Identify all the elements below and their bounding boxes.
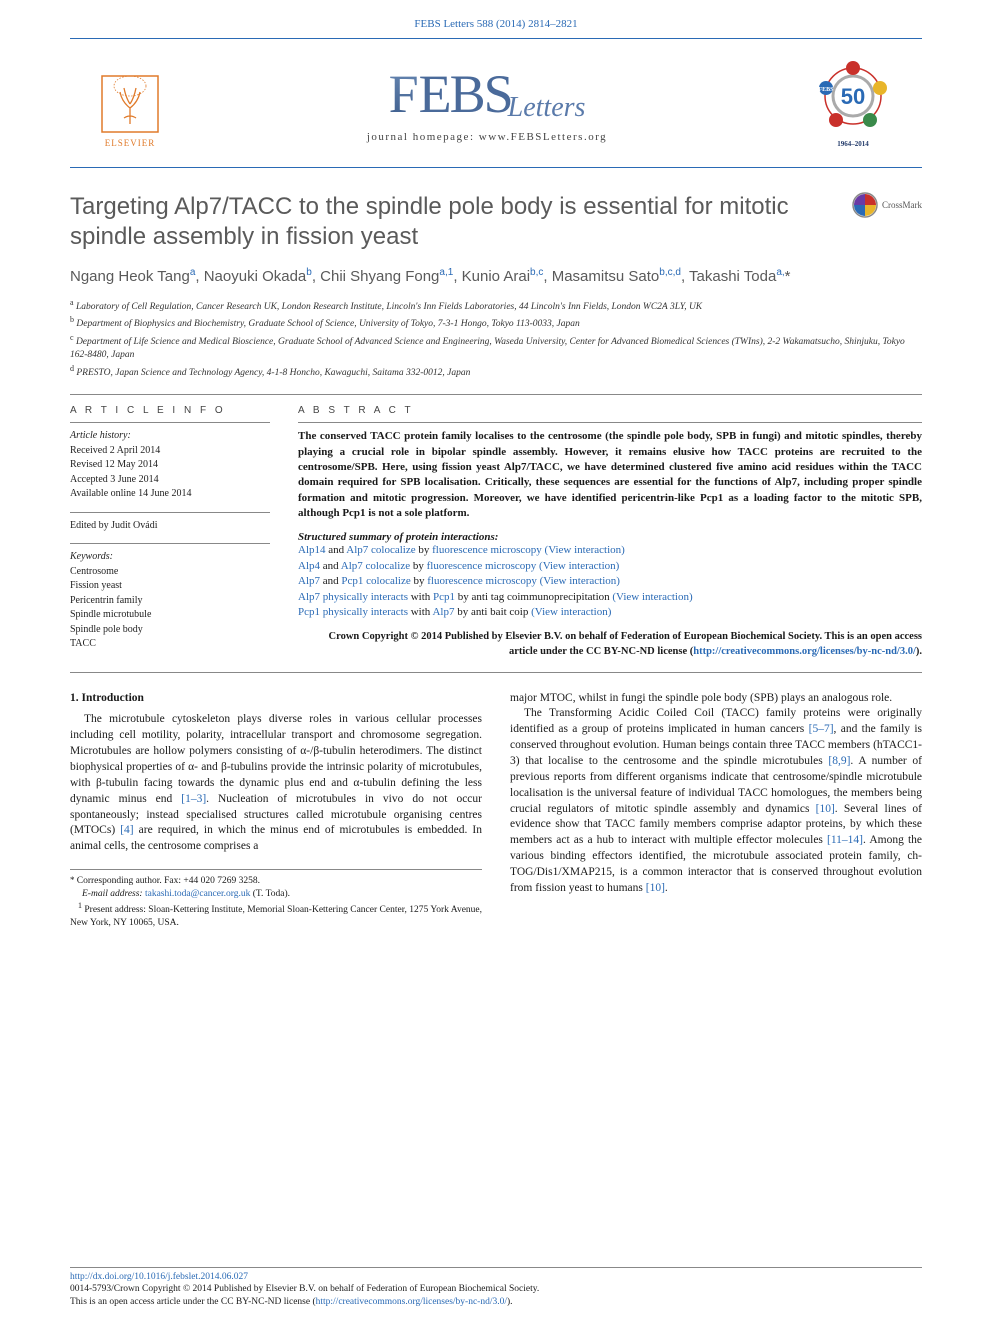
journal-homepage-link[interactable]: journal homepage: www.FEBSLetters.org <box>166 131 808 143</box>
citation-link[interactable]: [5–7] <box>809 723 834 735</box>
elsevier-logo[interactable]: ELSEVIER <box>94 58 166 148</box>
article-title: Targeting Alp7/TACC to the spindle pole … <box>70 192 836 252</box>
body-column-left: 1. Introduction The microtubule cytoskel… <box>70 691 482 930</box>
elsevier-tree-icon <box>100 74 160 134</box>
doi-link[interactable]: http://dx.doi.org/10.1016/j.febslet.2014… <box>70 1272 248 1282</box>
keyword: Fission yeast <box>70 579 270 594</box>
svg-text:FEBS: FEBS <box>818 87 834 93</box>
view-interaction-link[interactable]: (View interaction) <box>539 560 619 572</box>
footer-license-link[interactable]: http://creativecommons.org/licenses/by-n… <box>316 1297 507 1307</box>
febs-letters-logo: FEBS Letters <box>389 63 586 125</box>
interaction-summary-line: Pcp1 physically interacts with Alp7 by a… <box>298 605 922 620</box>
view-interaction-link[interactable]: (View interaction) <box>612 591 692 603</box>
history-line: Accepted 3 June 2014 <box>70 473 270 488</box>
section-heading: 1. Introduction <box>70 691 482 707</box>
febs-50-anniversary-logo: 50 FEBS 1964–2014 <box>808 58 898 148</box>
journal-masthead: ELSEVIER FEBS Letters journal homepage: … <box>70 38 922 168</box>
citation-link[interactable]: [8,9] <box>828 755 850 767</box>
body-paragraph: The Transforming Acidic Coiled Coil (TAC… <box>510 706 922 896</box>
keyword: Pericentrin family <box>70 594 270 609</box>
keyword: Centrosome <box>70 565 270 580</box>
article-info-header: A R T I C L E I N F O <box>70 399 270 422</box>
abstract-header: A B S T R A C T <box>298 399 922 422</box>
keyword: Spindle microtubule <box>70 608 270 623</box>
interaction-summary-line: Alp7 and Pcp1 colocalize by fluorescence… <box>298 574 922 589</box>
abstract-text: The conserved TACC protein family locali… <box>298 422 922 521</box>
body-paragraph: major MTOC, whilst in fungi the spindle … <box>510 691 922 707</box>
interaction-summary-line: Alp7 physically interacts with Pcp1 by a… <box>298 590 922 605</box>
journal-title-block: FEBS Letters journal homepage: www.FEBSL… <box>166 63 808 143</box>
article-history-label: Article history: <box>70 429 270 444</box>
citation-link[interactable]: [10] <box>646 882 665 894</box>
view-interaction-link[interactable]: (View interaction) <box>540 575 620 587</box>
svg-text:50: 50 <box>841 84 865 109</box>
history-line: Revised 12 May 2014 <box>70 458 270 473</box>
citation-link[interactable]: [4] <box>120 824 133 836</box>
history-line: Received 2 April 2014 <box>70 444 270 459</box>
keywords-label: Keywords: <box>70 550 270 565</box>
interaction-summary-line: Alp14 and Alp7 colocalize by fluorescenc… <box>298 543 922 558</box>
history-line: Available online 14 June 2014 <box>70 487 270 502</box>
abstract-column: A B S T R A C T The conserved TACC prote… <box>298 399 922 662</box>
view-interaction-link[interactable]: (View interaction) <box>531 606 611 618</box>
structured-summary-header: Structured summary of protein interactio… <box>298 531 922 543</box>
crossmark-badge[interactable]: CrossMark <box>852 192 922 218</box>
citation-link[interactable]: [11–14] <box>827 834 863 846</box>
running-header: FEBS Letters 588 (2014) 2814–2821 <box>0 0 992 38</box>
view-interaction-link[interactable]: (View interaction) <box>545 544 625 556</box>
interaction-summary-line: Alp4 and Alp7 colocalize by fluorescence… <box>298 559 922 574</box>
elsevier-label: ELSEVIER <box>105 138 156 148</box>
keyword: Spindle pole body <box>70 623 270 638</box>
citation-link[interactable]: [1–3] <box>181 793 206 805</box>
crossmark-label: CrossMark <box>882 200 922 210</box>
body-paragraph: The microtubule cytoskeleton plays diver… <box>70 712 482 855</box>
crossmark-icon <box>852 192 878 218</box>
cc-license-link[interactable]: http://creativecommons.org/licenses/by-n… <box>693 646 916 657</box>
author-list: Ngang Heok Tanga, Naoyuki Okadab, Chii S… <box>70 266 922 287</box>
footnotes: * Corresponding author. Fax: +44 020 726… <box>70 869 482 929</box>
abstract-copyright: Crown Copyright © 2014 Published by Else… <box>298 630 922 658</box>
keyword: TACC <box>70 637 270 652</box>
citation-link[interactable]: [10] <box>816 803 835 815</box>
body-column-right: major MTOC, whilst in fungi the spindle … <box>510 691 922 930</box>
affiliations: a Laboratory of Cell Regulation, Cancer … <box>70 297 922 380</box>
article-body: 1. Introduction The microtubule cytoskel… <box>0 691 992 930</box>
article-info-sidebar: A R T I C L E I N F O Article history: R… <box>70 399 270 662</box>
page-footer: http://dx.doi.org/10.1016/j.febslet.2014… <box>70 1267 922 1309</box>
corresponding-email-link[interactable]: takashi.toda@cancer.org.uk <box>145 889 250 899</box>
edited-by: Edited by Judit Ovádi <box>70 512 270 544</box>
